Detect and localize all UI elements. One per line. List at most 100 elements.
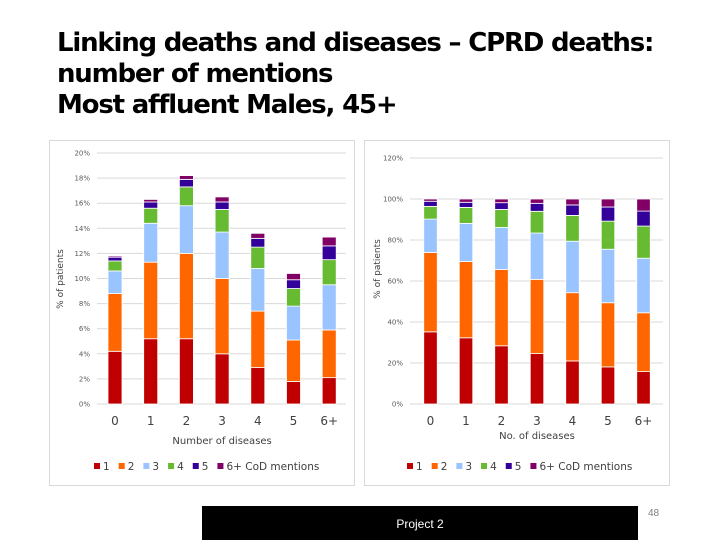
y-axis-label: % of patients: [56, 249, 66, 309]
bar-segment-5: [286, 279, 301, 289]
bar-segment-1: [529, 353, 545, 405]
slide-title: Linking deaths and diseases – CPRD death…: [57, 28, 697, 121]
bar-segment-1: [178, 338, 194, 405]
bar-segment-2: [565, 292, 580, 362]
x-tick-label: 5: [604, 414, 612, 428]
legend-swatch: [168, 463, 175, 469]
bar-segment-5: [565, 204, 580, 216]
bar-segment-1: [286, 381, 301, 405]
bar-segment-2: [178, 253, 194, 340]
y-tick-label: 20%: [74, 150, 90, 158]
bar-segment-5: [178, 178, 194, 188]
bar-segment-4: [636, 225, 651, 259]
bar-segment-4: [321, 259, 337, 286]
x-tick-label: 2: [498, 414, 506, 428]
chart-panel-absolute: 0% 2% 4% 6% 8% 10% 12% 14% 16% 18% 20% % of patient…: [49, 140, 355, 486]
title-line-3: Most affluent Males, 45+: [57, 90, 398, 120]
bar-segment-4: [494, 209, 509, 228]
bar-segment-4: [107, 260, 123, 272]
bar-segment-4: [600, 220, 616, 250]
legend-label: 1: [416, 461, 423, 473]
bar-segment-6plus: [178, 175, 194, 180]
legend-label: 1: [103, 461, 110, 473]
bar-segment-6plus: [529, 198, 545, 204]
y-tick-label: 0%: [392, 401, 403, 409]
bar-segment-1: [636, 371, 651, 405]
bar-segment-6plus: [423, 198, 438, 202]
bar-segment-1: [214, 353, 230, 405]
legend-label: 5: [515, 461, 522, 473]
x-tick-label: 3: [218, 414, 226, 428]
bar-segment-3: [143, 222, 159, 263]
bar-segment-1: [600, 366, 616, 405]
bar-segment-4: [250, 246, 266, 269]
y-tick-label: 14%: [74, 225, 90, 233]
x-tick-label: 2: [183, 414, 191, 428]
bar-segment-3: [178, 205, 194, 254]
legend-label: 5: [202, 461, 209, 473]
bar-segment-5: [529, 202, 545, 212]
bar-segment-3: [321, 284, 337, 331]
legend: 1 2 3 4 5 6+ CoD mentions: [94, 461, 319, 473]
bar-segment-4: [143, 207, 159, 224]
bar-segment-3: [458, 222, 474, 262]
bar-segment-2: [494, 269, 509, 347]
x-tick-label: 4: [569, 414, 577, 428]
bar-segment-4: [178, 186, 194, 207]
legend-swatch: [217, 463, 224, 469]
bar-segment-4: [529, 210, 545, 234]
chart-proportion: 0% 20% 40% 60% 80% 100% 120% % of patients 0 1 2 3 4…: [373, 155, 663, 473]
y-tick-label: 6%: [79, 325, 90, 333]
bar-segment-5: [636, 210, 651, 227]
legend-swatch: [456, 463, 463, 469]
bar-segment-3: [423, 218, 438, 253]
legend-swatch: [118, 463, 125, 469]
bar-segment-5: [214, 201, 230, 210]
y-tick-label: 60%: [387, 278, 403, 286]
bar-segment-6plus: [565, 198, 580, 206]
bar-segment-6plus: [494, 198, 509, 204]
bar-segment-2: [286, 339, 301, 382]
y-tick-label: 120%: [383, 155, 403, 163]
bar-segment-1: [458, 337, 474, 405]
bar-segment-1: [107, 350, 123, 405]
bar-segment-2: [600, 302, 616, 368]
bar-segment-5: [107, 256, 123, 262]
y-tick-label: 12%: [74, 250, 90, 258]
bar-segment-4: [423, 205, 438, 220]
footer-bar: Project 2: [202, 506, 638, 540]
legend: 1 2 3 4 5 6+ CoD mentions: [407, 461, 632, 473]
x-axis-label: Number of diseases: [172, 436, 271, 447]
legend-label: 2: [441, 461, 448, 473]
legend-swatch: [481, 463, 488, 469]
legend-label: 4: [490, 461, 497, 473]
legend-label: 6+ CoD mentions: [226, 461, 319, 473]
bar-segment-6plus: [214, 196, 230, 203]
x-tick-label: 4: [254, 414, 262, 428]
bar-segment-2: [107, 293, 123, 352]
bar-segment-1: [494, 345, 509, 405]
bar-segment-4: [565, 215, 580, 242]
legend-swatch: [505, 463, 512, 469]
bar-segment-6plus: [600, 198, 616, 208]
bar-segment-4: [214, 209, 230, 233]
x-tick-label: 1: [147, 414, 155, 428]
bar-segment-1: [250, 367, 266, 405]
x-tick-label: 5: [290, 414, 298, 428]
bar-segment-5: [321, 245, 337, 261]
legend-label: 3: [465, 461, 472, 473]
x-tick-label: 0: [427, 414, 435, 428]
x-tick-label: 3: [533, 414, 541, 428]
bar-segment-3: [107, 270, 123, 294]
bar-segment-5: [143, 201, 159, 209]
bar-segment-2: [143, 261, 159, 340]
page-number: 48: [648, 508, 660, 519]
bar-segment-6plus: [286, 273, 301, 281]
bar-segment-2: [458, 261, 474, 339]
bar-segment-3: [529, 232, 545, 280]
bar-segment-1: [423, 331, 438, 405]
title-line-2: number of mentions: [57, 59, 333, 89]
bar-segment-5: [458, 201, 474, 208]
footer-label: Project 2: [396, 517, 444, 531]
bar-segment-4: [286, 288, 301, 307]
